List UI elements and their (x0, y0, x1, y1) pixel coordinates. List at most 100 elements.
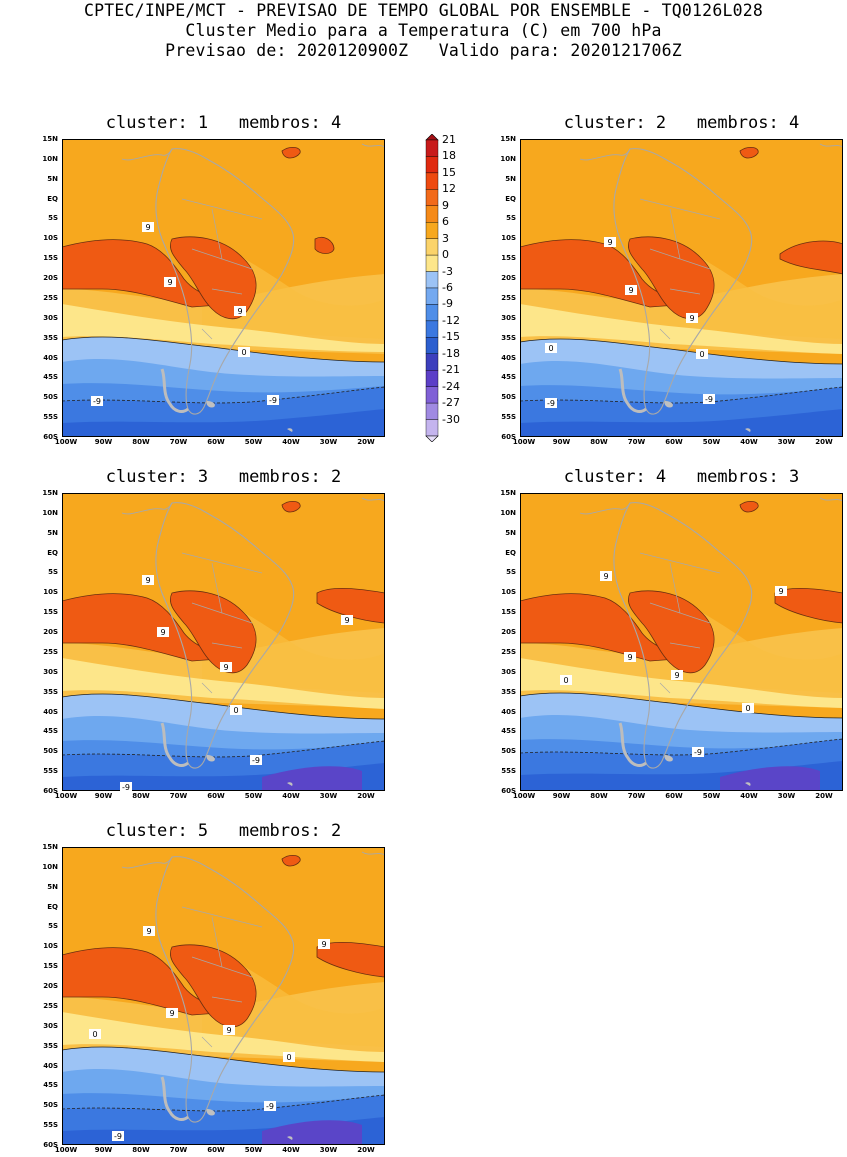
contour-label: 9 (142, 222, 154, 232)
contour-label: 0 (696, 349, 708, 359)
svg-text:0: 0 (92, 1030, 97, 1039)
lat-tick-label: 5N (47, 528, 58, 537)
lon-tick-label: 100W (512, 792, 536, 800)
colorbar-tick-label: 18 (442, 149, 456, 163)
lat-tick-label: 15N (42, 843, 58, 851)
colorbar-tick-label: 15 (442, 165, 456, 179)
header-line-2: Cluster Medio para a Temperatura (C) em … (185, 21, 662, 40)
panel-title: cluster: 3 membros: 2 (105, 467, 342, 487)
contour-label: 9 (234, 306, 246, 316)
lat-tick-label: 15S (43, 608, 58, 617)
svg-text:0: 0 (233, 706, 238, 715)
lon-tick-label: 20W (357, 792, 375, 800)
lat-tick-label: 5S (48, 568, 58, 577)
contour-label: 0 (238, 347, 250, 357)
lat-tick-label: 55S (43, 413, 58, 422)
lat-tick-label: 10N (42, 154, 58, 163)
contour-label: 9 (604, 237, 616, 247)
lon-tick-label: 70W (627, 438, 646, 446)
lon-tick-label: 60W (665, 438, 683, 446)
lon-tick-label: 30W (319, 438, 338, 446)
contour-label: 0 (742, 703, 754, 713)
lat-tick-label: 40S (43, 707, 58, 716)
lat-tick-label: 25S (43, 1001, 58, 1010)
colorbar-swatch (425, 386, 439, 404)
contour-label: -9 (91, 396, 103, 406)
header-line-3: Previsao de: 2020120900Z Valido para: 20… (165, 41, 682, 60)
lon-tick-label: 50W (244, 1146, 263, 1154)
colorbar-tick-label: -27 (442, 396, 460, 410)
colorbar-swatch (425, 287, 439, 305)
header-line-1: CPTEC/INPE/MCT - PREVISAO DE TEMPO GLOBA… (84, 1, 763, 20)
colorbar-swatch (425, 189, 439, 206)
lat-tick-label: 30S (43, 313, 58, 322)
contour-label: 9 (624, 652, 636, 662)
lon-tick-label: 30W (777, 792, 796, 800)
lat-tick-label: 55S (43, 767, 58, 776)
lat-tick-label: 25S (501, 293, 516, 302)
contour-label: 9 (671, 670, 683, 680)
contour-label: 9 (625, 285, 637, 295)
svg-text:-9: -9 (122, 783, 130, 791)
svg-text:9: 9 (237, 307, 242, 316)
contour-label: 0 (230, 705, 242, 715)
svg-text:-9: -9 (266, 1102, 274, 1111)
contour-label: -9 (545, 398, 557, 408)
svg-text:9: 9 (169, 1009, 174, 1018)
colorbar-tick-label: -15 (442, 330, 460, 344)
svg-text:9: 9 (627, 653, 632, 662)
lat-tick-label: 45S (501, 727, 516, 736)
lon-tick-label: 70W (169, 438, 188, 446)
lon-tick-label: 30W (777, 438, 796, 446)
lon-tick-label: 80W (590, 438, 608, 446)
lon-tick-label: 70W (169, 1146, 188, 1154)
svg-text:9: 9 (145, 576, 150, 585)
svg-text:-9: -9 (547, 399, 555, 408)
lon-tick-label: 30W (319, 1146, 338, 1154)
lat-tick-label: 20S (43, 274, 58, 283)
lat-tick-label: 10N (42, 862, 58, 871)
lat-tick-label: 35S (501, 687, 516, 696)
colorbar-swatch (425, 337, 439, 354)
colorbar-swatch (425, 156, 439, 174)
lon-tick-label: 70W (627, 792, 646, 800)
contour-label: 9 (600, 571, 612, 581)
contour-label: 9 (142, 575, 154, 585)
lat-tick-label: 20S (501, 628, 516, 637)
lat-tick-label: 40S (501, 353, 516, 362)
lat-tick-label: 15N (500, 489, 516, 497)
panel-title: cluster: 4 membros: 3 (563, 467, 800, 487)
lat-tick-label: 60S (43, 1141, 58, 1149)
lat-tick-label: 30S (43, 1021, 58, 1030)
lon-tick-label: 60W (207, 1146, 225, 1154)
lat-tick-label: 15N (500, 135, 516, 143)
svg-text:9: 9 (674, 671, 679, 680)
contour-label: -9 (112, 1131, 124, 1141)
lat-tick-label: 20S (43, 982, 58, 991)
lon-tick-label: 80W (132, 438, 150, 446)
lon-tick-label: 80W (590, 792, 608, 800)
colorbar-tick-label: -24 (442, 379, 460, 393)
colorbar-swatch (425, 402, 439, 420)
svg-text:0: 0 (745, 704, 750, 713)
lon-tick-label: 20W (815, 792, 833, 800)
contour-label: -9 (703, 394, 715, 404)
colorbar-swatch (425, 172, 439, 190)
lat-tick-label: 10S (43, 588, 58, 597)
lat-tick-label: 5N (505, 528, 516, 537)
lon-tick-label: 60W (207, 438, 225, 446)
lon-tick-label: 40W (740, 438, 758, 446)
lon-tick-label: 50W (702, 438, 721, 446)
lat-tick-label: 10S (43, 234, 58, 243)
svg-text:-9: -9 (93, 397, 101, 406)
lat-tick-label: 15S (501, 608, 516, 617)
lat-tick-label: 20S (501, 274, 516, 283)
lat-tick-label: 30S (501, 313, 516, 322)
contour-label: -9 (692, 747, 704, 757)
lat-tick-label: 5S (506, 568, 516, 577)
colorbar-tick-label: 12 (442, 182, 456, 196)
lat-tick-label: 55S (501, 767, 516, 776)
lat-tick-label: 5N (47, 174, 58, 183)
lat-tick-label: 10N (42, 508, 58, 517)
temperature-map: 9 9 9 0 0 -9 -9 (520, 139, 843, 437)
